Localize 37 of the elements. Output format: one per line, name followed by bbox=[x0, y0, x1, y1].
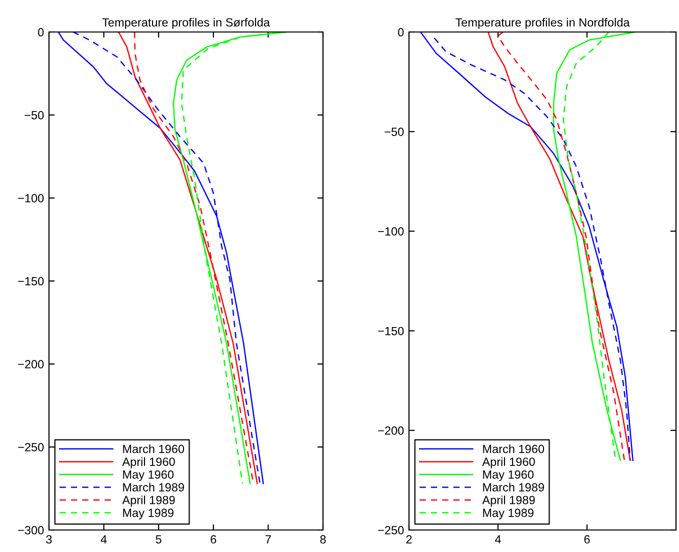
y-tick-label: −100 bbox=[18, 194, 44, 202]
x-tick-label: 5 bbox=[156, 535, 162, 544]
y-tick-label: −150 bbox=[18, 277, 44, 286]
y-tick-label: 0 bbox=[38, 28, 44, 36]
legend-label: May 1960 bbox=[123, 470, 174, 482]
legend-label: May 1989 bbox=[483, 508, 534, 520]
y-tick-label: −250 bbox=[18, 443, 44, 452]
y-tick-label: −50 bbox=[384, 128, 404, 136]
x-tick-label: 4 bbox=[494, 535, 501, 544]
y-tick-label: −100 bbox=[378, 227, 404, 236]
x-tick-label: 6 bbox=[584, 535, 590, 544]
y-tick-label: −250 bbox=[378, 526, 404, 534]
x-tick-label: 7 bbox=[266, 535, 271, 544]
y-tick-label: −50 bbox=[24, 111, 44, 120]
legend-label: April 1989 bbox=[122, 496, 175, 507]
legend-label: March 1989 bbox=[483, 482, 544, 492]
legend-label: March 1989 bbox=[123, 482, 184, 492]
legend-label: April 1960 bbox=[122, 457, 175, 468]
y-tick-label: −150 bbox=[378, 326, 404, 336]
x-tick-label: 3 bbox=[46, 535, 52, 544]
legend-label: March 1960 bbox=[483, 444, 544, 454]
x-tick-label: 4 bbox=[100, 535, 107, 544]
legend-label: March 1960 bbox=[123, 444, 184, 454]
y-tick-label: −200 bbox=[18, 360, 44, 368]
y-tick-label: −200 bbox=[378, 426, 404, 435]
x-tick-label: 6 bbox=[210, 535, 216, 544]
chart-title: Temperature profiles in Sørfolda bbox=[102, 18, 270, 29]
chart-title: Temperature profiles in Nordfolda bbox=[456, 18, 630, 29]
line-series bbox=[553, 32, 636, 461]
legend-label: May 1989 bbox=[123, 508, 174, 520]
legend-label: April 1960 bbox=[482, 457, 535, 468]
legend-label: May 1960 bbox=[483, 470, 534, 482]
legend-label: April 1989 bbox=[482, 496, 535, 507]
y-tick-label: 0 bbox=[398, 28, 404, 36]
y-tick-label: −300 bbox=[18, 526, 44, 534]
x-tick-label: 8 bbox=[320, 535, 326, 544]
x-tick-label: 2 bbox=[406, 535, 412, 544]
